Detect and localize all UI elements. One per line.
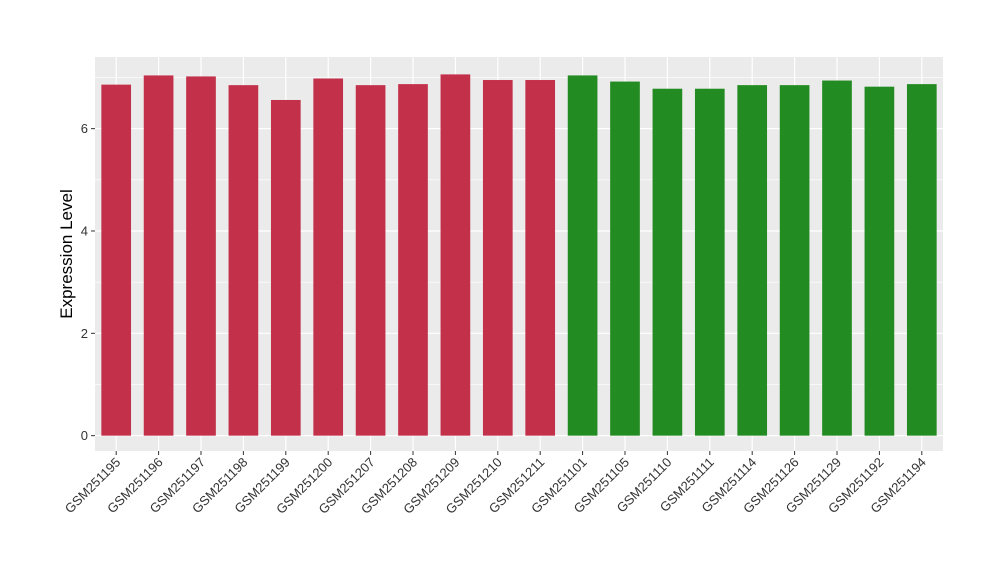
bar-GSM251110 bbox=[652, 88, 683, 436]
bar-GSM251105 bbox=[610, 81, 640, 436]
y-tick-label: 2 bbox=[81, 326, 88, 341]
bar-GSM251195 bbox=[101, 84, 132, 436]
bar-GSM251111 bbox=[694, 88, 725, 436]
bar-GSM251207 bbox=[355, 85, 386, 436]
bar-GSM251197 bbox=[186, 76, 216, 436]
plot-panel bbox=[95, 57, 943, 451]
bar-GSM251208 bbox=[398, 84, 428, 436]
bar-GSM251114 bbox=[737, 85, 768, 436]
bar-GSM251196 bbox=[143, 75, 174, 436]
bar-GSM251101 bbox=[567, 75, 598, 436]
bar-GSM251210 bbox=[482, 80, 513, 436]
y-axis: 0 2 4 6 bbox=[81, 121, 95, 443]
bar-GSM251200 bbox=[313, 78, 344, 436]
bar-GSM251198 bbox=[228, 85, 259, 436]
bar-GSM251199 bbox=[270, 99, 301, 436]
bar-GSM251211 bbox=[525, 80, 556, 436]
bar-GSM251194 bbox=[906, 84, 937, 436]
y-tick-label: 4 bbox=[81, 223, 88, 238]
bar-GSM251192 bbox=[864, 86, 895, 436]
bar-GSM251126 bbox=[779, 85, 810, 436]
bars bbox=[101, 74, 937, 436]
x-axis: GSM251195GSM251196GSM251197GSM251198GSM2… bbox=[62, 451, 929, 517]
bar-GSM251129 bbox=[822, 80, 852, 436]
y-tick-label: 0 bbox=[81, 428, 88, 443]
y-axis-title: Expression Level bbox=[57, 189, 76, 318]
y-tick-label: 6 bbox=[81, 121, 88, 136]
bar-GSM251209 bbox=[440, 74, 471, 436]
